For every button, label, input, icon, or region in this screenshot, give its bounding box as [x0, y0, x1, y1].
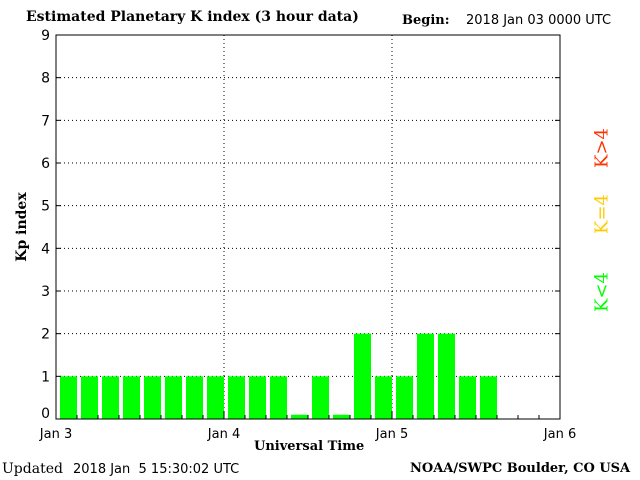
source-credit: NOAA/SWPC Boulder, CO USA [410, 461, 631, 476]
chart-title: Estimated Planetary K index (3 hour data… [26, 9, 359, 25]
begin-value: 2018 Jan 03 0000 UTC [466, 13, 612, 28]
kp-bar [312, 376, 329, 419]
y-tick-label: 6 [41, 156, 50, 172]
kp-bar [102, 376, 119, 419]
legend-low: K<4 [591, 272, 613, 312]
kp-bar [60, 376, 77, 419]
kp-bar [438, 333, 455, 419]
kp-bar [249, 376, 266, 419]
y-tick-label: 4 [41, 241, 50, 257]
y-tick-label: 2 [41, 327, 50, 343]
legend-high: K>4 [591, 128, 613, 168]
kp-bar [270, 376, 287, 419]
kp-bar [354, 333, 371, 419]
x-tick-label: Jan 3 [39, 427, 72, 442]
kp-bar [417, 333, 434, 419]
kp-bar [165, 376, 182, 419]
kp-bar [144, 376, 161, 419]
kp-bar [123, 376, 140, 419]
x-axis-label: Universal Time [254, 439, 365, 454]
y-tick-label: 3 [41, 284, 50, 300]
kp-bar [459, 376, 476, 419]
kp-bar [207, 376, 224, 419]
y-tick-label: 9 [41, 28, 50, 44]
y-tick-label: 7 [41, 113, 50, 129]
x-tick-label: Jan 6 [543, 427, 576, 442]
y-tick-label: 0 [41, 406, 50, 422]
kp-bar [228, 376, 245, 419]
kp-bar [480, 376, 497, 419]
y-tick-label: 5 [41, 199, 50, 215]
legend-equal: K=4 [591, 194, 613, 234]
updated-value: 2018 Jan 5 15:30:02 UTC [73, 462, 240, 477]
kp-bar [81, 376, 98, 419]
begin-label: Begin: [402, 13, 450, 28]
y-tick-label: 1 [41, 369, 50, 385]
x-tick-label: Jan 5 [375, 427, 408, 442]
kp-bar [333, 414, 350, 419]
y-tick-label: 8 [41, 71, 50, 87]
kp-bar [186, 376, 203, 419]
x-tick-label: Jan 4 [207, 427, 240, 442]
kp-bar [396, 376, 413, 419]
plot-frame [55, 34, 561, 420]
kp-bar [375, 376, 392, 419]
kp-bar [291, 414, 308, 419]
updated-label: Updated [2, 461, 63, 477]
